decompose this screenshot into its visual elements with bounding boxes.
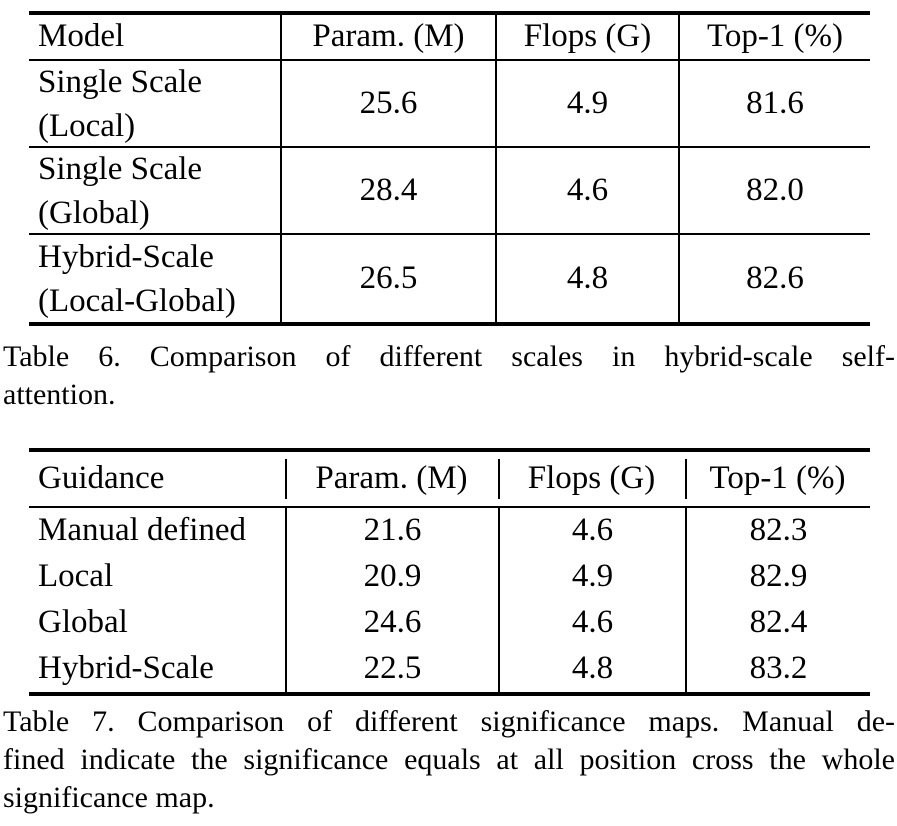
caption-line: Table 6. Comparison of different scales …	[3, 340, 895, 373]
table7-row-guidance: Hybrid-Scale	[38, 650, 214, 687]
table7-row-guidance: Local	[38, 558, 114, 595]
table7-cell-top1: 82.3	[685, 508, 870, 554]
table7-row-guidance: Global	[38, 604, 128, 641]
table6-cell-param: 26.5	[280, 235, 495, 322]
table6-cell-param: 25.6	[280, 61, 495, 148]
table6-header-flops: Flops (G)	[495, 15, 678, 61]
table6-header-param: Param. (M)	[280, 15, 495, 61]
caption-line: fined indicate the significance equals a…	[3, 743, 895, 776]
table6-cell-flops: 4.9	[495, 61, 678, 148]
table7-cell-param: 20.9	[285, 554, 498, 600]
table7: Guidance Param. (M) Flops (G) Top-1 (%) …	[29, 448, 870, 696]
table6-caption: Table 6. Comparison of different scales …	[3, 338, 895, 414]
table6-cell-top1: 82.6	[678, 235, 870, 322]
table7-cell-param: 21.6	[285, 508, 498, 554]
table6-row-model: Single Scale (Local)	[29, 61, 280, 148]
model-name-line2: (Global)	[38, 194, 150, 231]
table7-cell-param: 22.5	[285, 646, 498, 692]
table6-cell-param: 28.4	[280, 148, 495, 235]
model-name-line1: Single Scale	[38, 150, 203, 187]
table6-header-model: Model	[29, 15, 280, 61]
table7-cell-param: 24.6	[285, 600, 498, 646]
model-name-line2: (Local-Global)	[38, 282, 236, 319]
table7-cell-top1: 83.2	[685, 646, 870, 692]
table7-cell-top1: 82.4	[685, 600, 870, 646]
caption-line: attention.	[3, 378, 116, 411]
table6-row-model: Single Scale (Global)	[29, 148, 280, 235]
table6-cell-flops: 4.6	[495, 148, 678, 235]
model-name-line2: (Local)	[38, 107, 136, 144]
table6: Model Param. (M) Flops (G) Top-1 (%) Sin…	[29, 11, 870, 326]
table6-row-model: Hybrid-Scale (Local-Global)	[29, 235, 280, 322]
table7-cell-flops: 4.6	[498, 600, 685, 646]
table7-header-top1: Top-1 (%)	[685, 452, 870, 508]
caption-line: significance map.	[3, 781, 215, 814]
table7-cell-top1: 82.9	[685, 554, 870, 600]
table7-caption: Table 7. Comparison of different signifi…	[3, 703, 895, 817]
caption-line: Table 7. Comparison of different signifi…	[3, 705, 895, 738]
table6-cell-top1: 81.6	[678, 61, 870, 148]
table6-cell-flops: 4.8	[495, 235, 678, 322]
table7-cell-flops: 4.8	[498, 646, 685, 692]
model-name-line1: Single Scale	[38, 63, 203, 100]
table7-cell-flops: 4.9	[498, 554, 685, 600]
table7-row-guidance: Manual defined	[38, 512, 247, 549]
table7-header-param: Param. (M)	[285, 452, 498, 508]
table7-header-guidance: Guidance	[29, 452, 285, 508]
table7-header-flops: Flops (G)	[498, 452, 685, 508]
table6-header-top1: Top-1 (%)	[678, 15, 870, 61]
table6-cell-top1: 82.0	[678, 148, 870, 235]
model-name-line1: Hybrid-Scale	[38, 238, 214, 275]
table7-cell-flops: 4.6	[498, 508, 685, 554]
